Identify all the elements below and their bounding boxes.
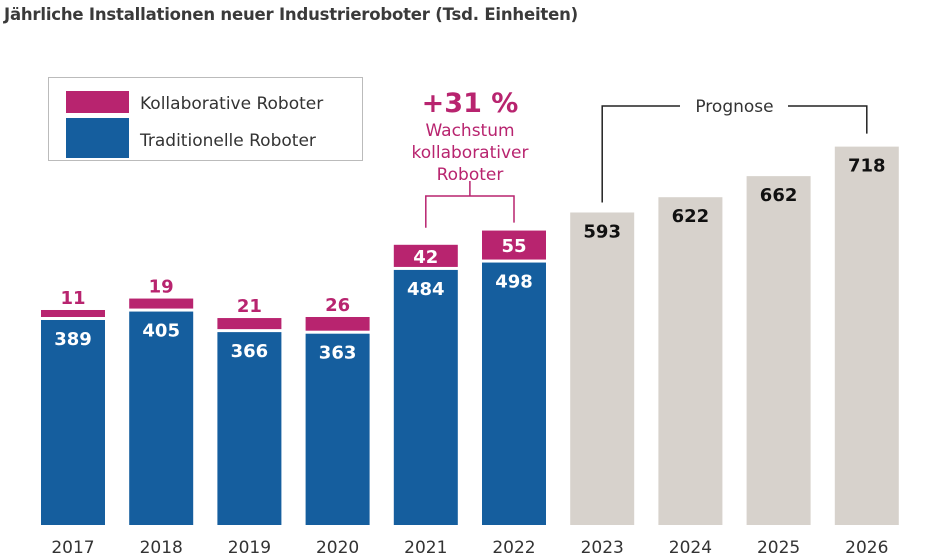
x-tick-2023: 2023: [581, 538, 624, 557]
label-traditional-2019: 366: [231, 341, 269, 362]
x-tick-2017: 2017: [51, 538, 94, 557]
legend-swatch-traditional: [66, 118, 129, 158]
label-traditional-2017: 389: [54, 329, 92, 350]
label-traditional-2022: 498: [495, 272, 533, 293]
label-traditional-2020: 363: [319, 343, 357, 364]
label-collaborative-2022: 55: [501, 236, 526, 257]
x-tick-2025: 2025: [757, 538, 800, 557]
growth-value: +31 %: [422, 88, 519, 119]
legend-label-traditional: Traditionelle Roboter: [139, 131, 316, 151]
chart-title: Jährliche Installationen neuer Industrie…: [4, 5, 578, 24]
bar-traditional-2022: [482, 262, 546, 525]
label-forecast-2025: 662: [760, 185, 798, 206]
growth-text-line: Wachstum: [425, 121, 514, 141]
bar-traditional-2021: [393, 269, 458, 525]
label-collaborative-2020: 26: [325, 295, 350, 316]
forecast-label: Prognose: [695, 97, 773, 117]
bar-collaborative-2020: [305, 316, 370, 331]
bar-collaborative-2022: [482, 230, 546, 260]
label-collaborative-2017: 11: [60, 288, 85, 309]
label-forecast-2026: 718: [848, 156, 886, 177]
legend-label-collaborative: Kollaborative Roboter: [140, 94, 323, 114]
growth-text-line: Roboter: [437, 165, 504, 185]
label-collaborative-2021: 42: [413, 247, 438, 268]
label-collaborative-2018: 19: [149, 277, 174, 298]
label-forecast-2023: 593: [583, 221, 621, 242]
forecast-bracket: [601, 105, 868, 203]
bar-collaborative-2019: [217, 318, 282, 330]
bar-traditional-2020: [305, 333, 370, 525]
label-forecast-2024: 622: [672, 206, 710, 227]
growth-text-line: kollaborativer: [412, 143, 529, 163]
bar-collaborative-2017: [41, 309, 105, 317]
bar-traditional-2019: [217, 332, 282, 525]
bar-forecast-2025: [746, 176, 811, 525]
bar-traditional-2018: [129, 311, 194, 525]
x-tick-2022: 2022: [492, 538, 535, 557]
bar-forecast-2026: [834, 146, 899, 525]
x-tick-2019: 2019: [228, 538, 271, 557]
bar-forecast-2024: [658, 197, 723, 525]
bar-collaborative-2021: [393, 244, 458, 267]
x-tick-2021: 2021: [404, 538, 447, 557]
label-traditional-2018: 405: [142, 321, 180, 342]
x-tick-2026: 2026: [845, 538, 888, 557]
label-collaborative-2019: 21: [237, 296, 262, 317]
x-tick-2020: 2020: [316, 538, 359, 557]
x-tick-2018: 2018: [140, 538, 183, 557]
legend-swatch-collaborative: [66, 91, 129, 113]
x-tick-2024: 2024: [669, 538, 712, 557]
label-traditional-2021: 484: [407, 279, 445, 300]
bar-traditional-2017: [41, 319, 105, 525]
bar-collaborative-2018: [129, 298, 194, 309]
growth-bracket: [425, 181, 515, 228]
bar-forecast-2023: [570, 212, 635, 525]
